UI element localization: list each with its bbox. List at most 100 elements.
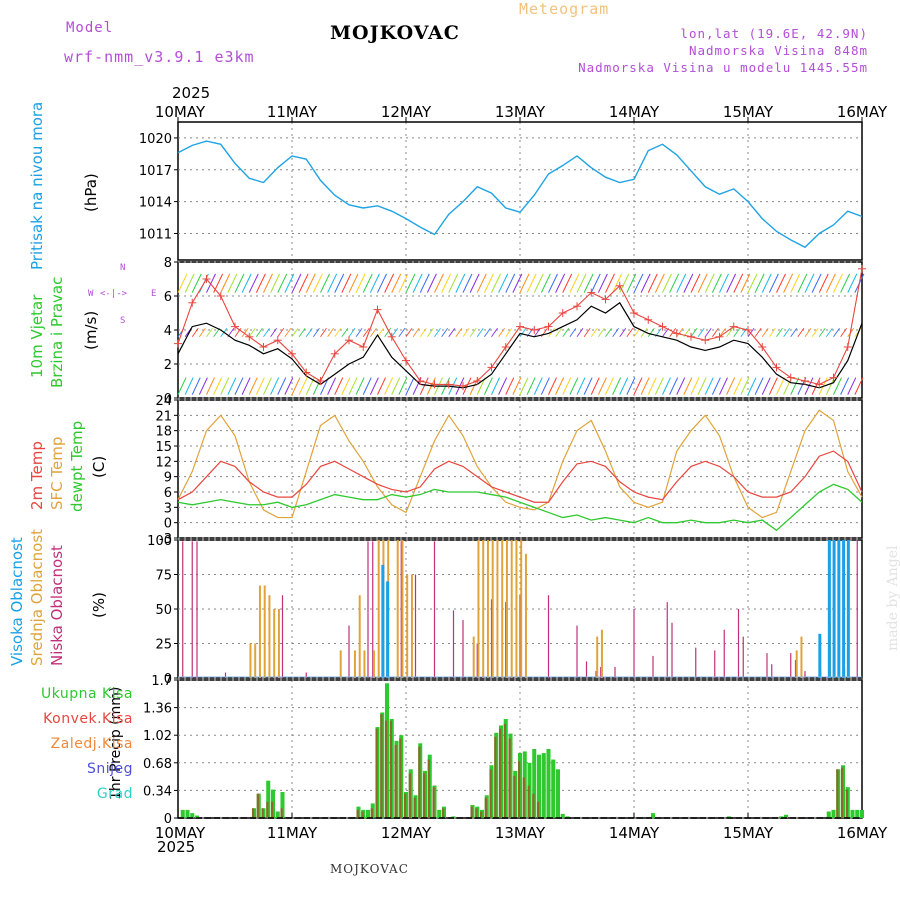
wind-barb-mid — [761, 328, 769, 338]
wind-barb-high — [391, 273, 402, 293]
wind-barb-mid — [712, 328, 719, 338]
wind-barb-high — [284, 273, 295, 293]
wind-barb-high — [177, 273, 188, 293]
wind-barb-mid — [826, 328, 833, 338]
wind-barb-low — [234, 377, 244, 395]
precip-convective-bar — [399, 738, 402, 818]
wind-barb-high — [804, 273, 815, 293]
wind-barb-low — [726, 377, 736, 395]
precip-total-bar — [180, 809, 185, 818]
precip-total-bar — [365, 809, 371, 818]
wind-barb-mid — [704, 328, 712, 338]
wind-barb-high — [412, 273, 423, 293]
wind-barb-high — [305, 273, 316, 293]
wind-barb-low — [384, 377, 394, 395]
wind-barb-low — [398, 377, 408, 395]
precip-convective-bar — [484, 797, 487, 818]
model-run: wrf-nmm_v3.9.1 e3km — [64, 48, 255, 66]
wind-barb-low — [526, 377, 536, 395]
y-tick-label: 18 — [155, 425, 172, 440]
wind-barb-high — [255, 273, 266, 293]
wind-barb-mid — [241, 328, 249, 338]
precip-total-bar — [650, 813, 656, 818]
x-tick-label-bottom: 10MAY — [155, 824, 206, 842]
x-tick-label-top: 15MAY — [723, 103, 774, 121]
precip-total-bar — [437, 809, 442, 818]
wind-barb-high — [355, 273, 366, 293]
wind-barb-mid — [377, 328, 384, 338]
wind-barb-high — [797, 273, 808, 293]
y-tick-label: 25 — [155, 638, 172, 653]
precip-convective-bar — [522, 777, 525, 818]
wind-barb-mid — [676, 328, 684, 338]
wind-barb-mid — [313, 328, 320, 338]
wind-barb-mid — [505, 328, 513, 338]
wind-barb-low — [640, 377, 650, 395]
wind-barb-mid — [790, 328, 798, 338]
wind-barb-low — [833, 377, 842, 395]
wind-barb-low — [776, 377, 785, 395]
y-tick-label: 100 — [147, 534, 172, 549]
wind-barb-low — [690, 377, 700, 395]
wind-barb-low — [213, 377, 223, 395]
wind-barb-mid — [583, 328, 591, 338]
wind-barb-low — [362, 377, 372, 395]
precip-convective-bar — [361, 811, 364, 818]
wind-barb-high — [555, 273, 566, 293]
compass-cross-icon: <-|-> — [100, 289, 128, 299]
precip-convective-bar — [840, 767, 844, 818]
precip-convective-bar — [479, 811, 483, 818]
wind-barb-low — [533, 377, 543, 395]
wind-barb-low — [348, 377, 358, 395]
wind-barb-high — [647, 273, 658, 293]
wind-barb-high — [840, 273, 851, 293]
wind-barb-low — [633, 377, 643, 395]
wind-barb-high — [277, 273, 288, 293]
wind-barb-high — [491, 273, 501, 293]
sfc-temp-line — [177, 409, 863, 519]
x-tick-label-bottom: 12MAY — [381, 824, 432, 842]
wind-barb-high — [377, 273, 387, 293]
precip-convective-bar — [441, 808, 445, 818]
wind-barb-mid — [726, 328, 733, 338]
wind-barb-mid — [498, 328, 505, 338]
model-label: Model — [66, 20, 114, 36]
precip-convective-bar — [408, 773, 411, 818]
wind-barb-mid — [662, 328, 669, 338]
wind-barb-low — [206, 377, 215, 395]
wind-barb-low — [804, 377, 814, 395]
wind-barb-high — [669, 273, 680, 293]
wind-barb-low — [569, 377, 579, 395]
wind-barb-high — [384, 273, 395, 293]
wind-barb-high — [234, 273, 245, 293]
wind-barb-high — [662, 273, 672, 293]
wind-barb-mid — [562, 328, 570, 338]
legend-hail: Grad — [96, 786, 133, 802]
wind-barb-low — [391, 377, 401, 395]
wind-barb-high — [626, 273, 637, 293]
wind-barb-high — [248, 273, 259, 293]
precip-convective-bar — [508, 738, 511, 818]
x-tick-label-top: 16MAY — [837, 103, 888, 121]
wind-barb-low — [491, 377, 500, 395]
wind-barb-low — [291, 377, 301, 395]
wind-barb-low — [697, 377, 707, 395]
wind-barb-low — [505, 377, 515, 395]
wind-barb-high — [441, 273, 452, 293]
wind-barb-mid — [769, 328, 776, 338]
compass-south: S — [120, 316, 126, 326]
wind-barb-high — [191, 273, 202, 293]
legend-snow: Snijeg — [86, 761, 133, 777]
precip-total-bar — [551, 759, 556, 818]
precip-convective-bar — [836, 769, 839, 818]
wind-barb-high — [263, 273, 273, 293]
wind-barb-low — [419, 377, 429, 395]
wind-barb-high — [605, 273, 615, 293]
wind-barb-mid — [405, 328, 413, 338]
wind-barb-mid — [370, 328, 377, 338]
wind-speed-line — [177, 301, 863, 389]
wind-barb-high — [818, 273, 829, 293]
precip-total-bar — [783, 814, 789, 818]
wind-barb-low — [227, 377, 237, 395]
